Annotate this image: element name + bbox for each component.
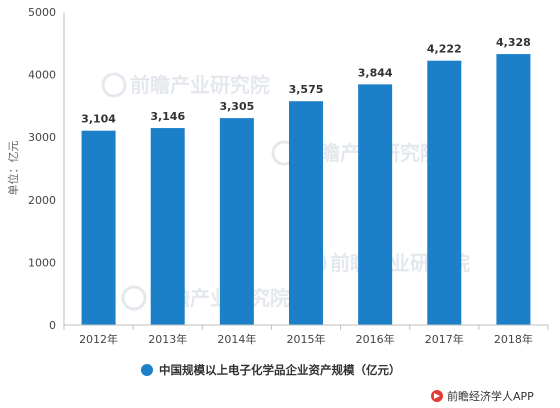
y-tick-label: 2000	[28, 194, 56, 207]
legend-entry: 中国规模以上电子化学品企业资产规模（亿元）	[159, 363, 401, 377]
data-label: 3,305	[219, 100, 254, 113]
y-tick-label: 1000	[28, 256, 56, 269]
qianzhan-logo-icon	[431, 390, 443, 402]
data-label: 3,844	[358, 66, 393, 79]
x-tick-label: 2016年	[356, 332, 395, 346]
watermark-item: 前瞻产业研究院	[101, 72, 270, 98]
x-tick-label: 2015年	[287, 332, 326, 346]
legend: 中国规模以上电子化学品企业资产规模（亿元）	[141, 363, 401, 377]
data-label: 4,222	[427, 43, 462, 56]
x-tick-label: 2014年	[217, 332, 256, 346]
watermark-text: 前瞻产业研究院	[130, 73, 270, 97]
x-tick-label: 2013年	[148, 332, 187, 346]
y-tick-label: 4000	[28, 69, 56, 82]
bar	[427, 60, 462, 326]
x-axis: 2012年 2013年 2014年 2015年 2016年 2017年 2018年	[63, 324, 549, 346]
watermark-logo-icon	[101, 72, 127, 98]
data-label: 3,104	[81, 113, 116, 126]
data-label: 4,328	[496, 36, 531, 49]
data-label: 3,575	[289, 83, 324, 96]
watermark-item: 前瞻产业研究院	[121, 285, 290, 311]
legend-marker	[141, 364, 153, 376]
bar	[496, 54, 531, 325]
y-axis-label: 单位：亿元	[6, 141, 20, 196]
bar	[358, 84, 393, 325]
y-tick-label: 5000	[28, 6, 56, 19]
x-tick-label: 2012年	[79, 332, 118, 346]
bar	[219, 118, 254, 326]
bar	[150, 128, 185, 325]
data-label: 3,146	[150, 110, 185, 123]
x-tick-label: 2018年	[494, 332, 533, 346]
y-axis: 0 1000 2000 3000 4000 5000	[28, 6, 65, 332]
y-tick-label: 3000	[28, 131, 56, 144]
x-tick-label: 2017年	[425, 332, 464, 346]
y-tick-label: 0	[49, 319, 56, 332]
source: 前瞻经济学人APP	[431, 389, 534, 403]
bar-series: 3,104 3,146 3,305 3,575 3,844 4,222 4,328	[81, 36, 531, 326]
watermark-logo-icon	[121, 285, 147, 311]
source-text: 前瞻经济学人APP	[447, 389, 534, 403]
bar	[289, 101, 323, 325]
bar	[81, 130, 116, 325]
